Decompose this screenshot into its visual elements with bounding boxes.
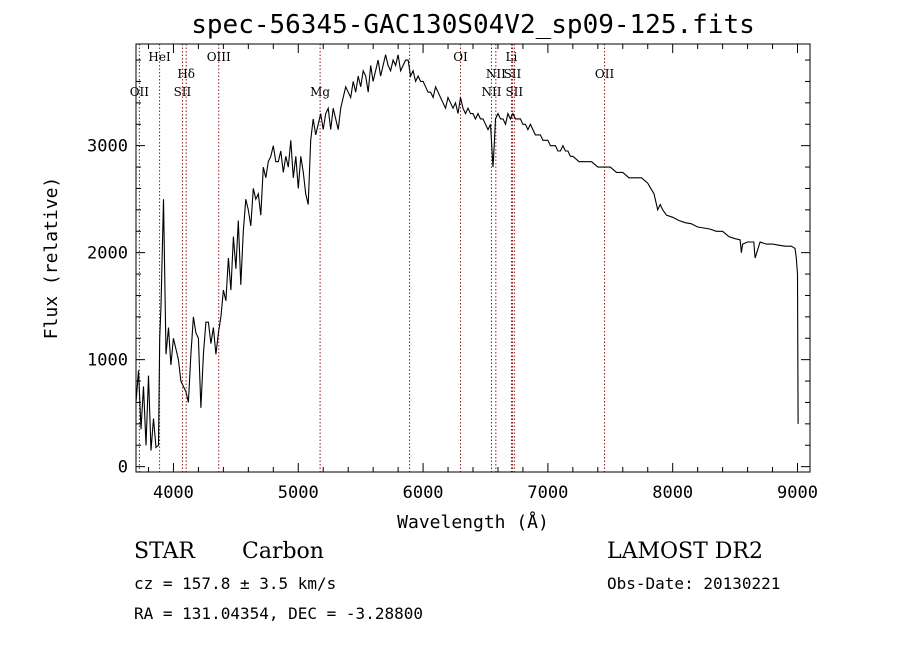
line-marker-label: SII xyxy=(504,67,522,81)
line-marker-label: Li xyxy=(506,50,518,64)
line-marker-label: Hδ xyxy=(177,67,195,81)
x-tick-label: 6000 xyxy=(403,483,444,503)
x-axis-label: Wavelength (Å) xyxy=(397,511,549,533)
line-marker-label: SII xyxy=(505,85,523,99)
y-tick-label: 0 xyxy=(118,458,128,478)
x-tick-label: 7000 xyxy=(527,483,568,503)
y-axis: 0 1000 2000 3000 xyxy=(87,59,810,478)
y-tick-label: 2000 xyxy=(87,244,128,264)
line-marker-label: OI xyxy=(453,50,468,64)
x-tick-label: 4000 xyxy=(153,483,194,503)
redshift-velocity: cz = 157.8 ± 3.5 km/s xyxy=(134,574,336,593)
survey-name: LAMOST DR2 xyxy=(607,539,763,564)
y-axis-label: Flux (relative) xyxy=(41,177,62,340)
line-marker-label: HeI xyxy=(148,50,171,64)
obs-date: Obs-Date: 20130221 xyxy=(607,574,780,593)
x-axis: 4000 5000 6000 7000 8000 9000 xyxy=(147,44,818,503)
spectrum-series-line xyxy=(135,54,799,451)
line-marker-label: NII xyxy=(481,85,501,99)
y-tick-label: 1000 xyxy=(87,351,128,371)
emission-line-markers xyxy=(138,44,606,472)
x-tick-label: 8000 xyxy=(652,483,693,503)
line-marker-label: OII xyxy=(595,67,615,81)
object-class: STAR xyxy=(134,539,196,564)
x-tick-label: 9000 xyxy=(777,483,818,503)
x-tick-label: 5000 xyxy=(278,483,319,503)
plot-frame xyxy=(135,43,811,473)
line-marker-label: NII xyxy=(486,67,506,81)
line-marker-label: SII xyxy=(174,85,192,99)
line-marker-label: Mg xyxy=(310,85,330,99)
coordinates: RA = 131.04354, DEC = -3.28800 xyxy=(134,604,423,623)
line-marker-label: OIII xyxy=(207,50,231,64)
chart-title: spec-56345-GAC130S04V2_sp09-125.fits xyxy=(191,10,755,40)
y-tick-label: 3000 xyxy=(87,137,128,157)
object-subclass: Carbon xyxy=(242,539,324,564)
line-marker-label: OII xyxy=(130,85,150,99)
